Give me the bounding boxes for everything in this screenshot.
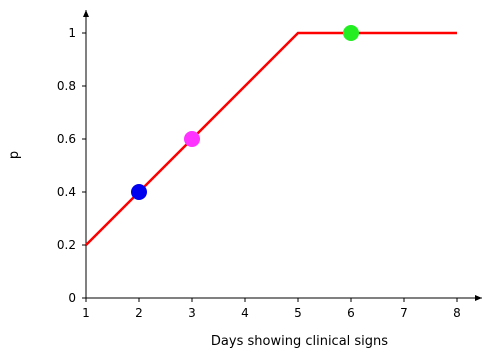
x-tick-label: 7 — [400, 306, 408, 320]
ticks: 1 2 3 4 5 6 7 8 0 0.2 0.4 0.6 0.8 1 — [57, 26, 461, 320]
y-axis-arrow — [83, 10, 89, 17]
axes — [83, 10, 482, 301]
x-axis-label: Days showing clinical signs — [211, 334, 388, 349]
series-line — [85, 31, 457, 246]
y-axis-label: p — [7, 151, 22, 159]
y-tick-label: 0 — [68, 291, 76, 305]
series — [85, 31, 457, 246]
x-tick-label: 3 — [188, 306, 196, 320]
x-tick-label: 2 — [135, 306, 143, 320]
y-tick-label: 1 — [68, 26, 76, 40]
x-axis-arrow — [475, 295, 482, 301]
x-tick-label: 5 — [294, 306, 302, 320]
x-tick-label: 1 — [82, 306, 90, 320]
data-point-marker — [131, 184, 147, 200]
y-tick-label: 0.4 — [57, 185, 76, 199]
data-point-marker — [184, 131, 200, 147]
y-tick-label: 0.6 — [57, 132, 76, 146]
y-tick-label: 0.8 — [57, 79, 76, 93]
markers — [131, 25, 359, 200]
x-tick-label: 6 — [347, 306, 355, 320]
y-tick-label: 0.2 — [57, 238, 76, 252]
data-point-marker — [343, 25, 359, 41]
x-tick-label: 8 — [453, 306, 461, 320]
x-tick-label: 4 — [241, 306, 249, 320]
